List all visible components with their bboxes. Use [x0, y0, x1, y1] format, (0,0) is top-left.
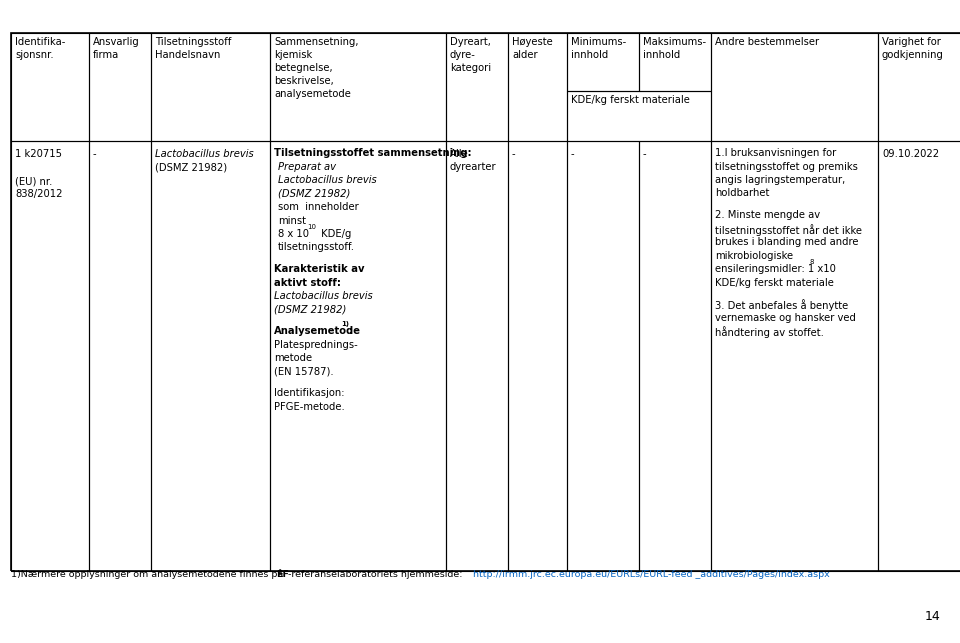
Text: Tilsetningsstoff: Tilsetningsstoff [155, 37, 231, 47]
Text: Preparat av: Preparat av [278, 161, 336, 172]
Bar [567, 141, 639, 571]
Text: Tilsetningsstoffet sammensetning:: Tilsetningsstoffet sammensetning: [274, 148, 471, 158]
Text: kjemisk: kjemisk [274, 50, 312, 60]
Text: 1.I bruksanvisningen for: 1.I bruksanvisningen for [715, 148, 836, 158]
Bar [151, 141, 270, 571]
Bar [711, 141, 878, 571]
Text: alder: alder [512, 50, 538, 60]
Text: 1 k20715: 1 k20715 [15, 149, 62, 159]
Text: Dyreart,: Dyreart, [450, 37, 491, 47]
Text: (DSMZ 21982): (DSMZ 21982) [278, 188, 350, 199]
Text: KDE/kg ferskt materiale: KDE/kg ferskt materiale [571, 95, 690, 105]
Text: firma: firma [93, 50, 119, 60]
Text: (DSMZ 21982): (DSMZ 21982) [155, 163, 228, 172]
Text: 8: 8 [809, 259, 813, 265]
Bar [878, 33, 960, 141]
Text: -: - [571, 149, 575, 159]
Bar [151, 33, 270, 141]
Text: tilsetningsstoffet og premiks: tilsetningsstoffet og premiks [715, 161, 858, 172]
Text: kategori: kategori [450, 63, 492, 73]
Text: PFGE-metode.: PFGE-metode. [274, 402, 345, 412]
Text: http://irmm.jrc.ec.europa.eu/EURLs/EURL-feed _additives/Pages/index.aspx: http://irmm.jrc.ec.europa.eu/EURLs/EURL-… [473, 570, 829, 579]
Text: håndtering av stoffet.: håndtering av stoffet. [715, 326, 824, 338]
Text: -referanselaboratoriets hjemmeside:: -referanselaboratoriets hjemmeside: [288, 570, 466, 579]
Text: 1)Nærmere opplysninger om analysemetodene finnes på: 1)Nærmere opplysninger om analysemetoden… [11, 569, 286, 579]
Bar [270, 33, 446, 141]
Text: Platesprednings-: Platesprednings- [274, 340, 358, 350]
Text: innhold: innhold [571, 50, 609, 60]
Text: Alle: Alle [450, 149, 468, 159]
Bar [639, 33, 711, 91]
Bar [446, 33, 508, 141]
Text: Varighet for: Varighet for [882, 37, 941, 47]
Bar [508, 141, 567, 571]
Text: KDE/g: KDE/g [318, 229, 351, 239]
Text: minst: minst [278, 215, 306, 226]
Text: Andre bestemmelser: Andre bestemmelser [715, 37, 819, 47]
Bar [89, 141, 151, 571]
Text: 09.10.2022: 09.10.2022 [882, 149, 939, 159]
Bar [11, 33, 960, 571]
Bar [446, 141, 508, 571]
Text: sjonsnr.: sjonsnr. [15, 50, 54, 60]
Text: EF: EF [276, 570, 289, 579]
Text: 2. Minste mengde av: 2. Minste mengde av [715, 210, 820, 220]
Bar [11, 141, 89, 571]
Text: aktivt stoff:: aktivt stoff: [274, 278, 341, 287]
Text: Identifikasjon:: Identifikasjon: [274, 388, 345, 398]
Text: Analysemetode: Analysemetode [274, 326, 361, 336]
Bar [567, 91, 711, 141]
Text: holdbarhet: holdbarhet [715, 188, 769, 199]
Text: godkjenning: godkjenning [882, 50, 944, 60]
Text: 1): 1) [341, 322, 349, 327]
Text: mikrobiologiske: mikrobiologiske [715, 251, 793, 260]
Text: metode: metode [274, 353, 312, 363]
Text: 10: 10 [307, 224, 316, 230]
Text: Minimums-: Minimums- [571, 37, 626, 47]
Text: KDE/kg ferskt materiale: KDE/kg ferskt materiale [715, 278, 834, 287]
Text: tilsetningsstoff.: tilsetningsstoff. [278, 242, 355, 253]
Text: Ansvarlig: Ansvarlig [93, 37, 140, 47]
Text: beskrivelse,: beskrivelse, [274, 76, 334, 86]
Bar [508, 33, 567, 141]
Bar [270, 141, 446, 571]
Text: 8 x 10: 8 x 10 [278, 229, 309, 239]
Text: -: - [512, 149, 516, 159]
Text: Identifika-: Identifika- [15, 37, 65, 47]
Text: Lactobacillus brevis: Lactobacillus brevis [155, 149, 253, 159]
Bar [89, 33, 151, 141]
Text: dyre-: dyre- [450, 50, 476, 60]
Bar [711, 33, 878, 141]
Bar [567, 33, 639, 91]
Text: brukes i blanding med andre: brukes i blanding med andre [715, 237, 858, 247]
Text: Maksimums-: Maksimums- [643, 37, 707, 47]
Text: Høyeste: Høyeste [512, 37, 553, 47]
Text: angis lagringstemperatur,: angis lagringstemperatur, [715, 175, 845, 185]
Text: Lactobacillus brevis: Lactobacillus brevis [278, 175, 376, 185]
Text: Sammensetning,: Sammensetning, [274, 37, 358, 47]
Text: (DSMZ 21982): (DSMZ 21982) [274, 305, 347, 314]
Text: (EU) nr.: (EU) nr. [15, 176, 53, 186]
Text: Handelsnavn: Handelsnavn [155, 50, 221, 60]
Text: vernemaske og hansker ved: vernemaske og hansker ved [715, 312, 856, 323]
Text: betegnelse,: betegnelse, [274, 63, 332, 73]
Text: ensileringsmidler: 1 x10: ensileringsmidler: 1 x10 [715, 264, 836, 274]
Text: -: - [93, 149, 97, 159]
Bar [639, 141, 711, 571]
Text: innhold: innhold [643, 50, 681, 60]
Bar [878, 141, 960, 571]
Text: 3. Det anbefales å benytte: 3. Det anbefales å benytte [715, 299, 849, 311]
Text: 838/2012: 838/2012 [15, 190, 62, 199]
Text: Karakteristik av: Karakteristik av [274, 264, 365, 274]
Text: Lactobacillus brevis: Lactobacillus brevis [274, 291, 372, 301]
Text: 14: 14 [924, 610, 940, 623]
Text: som  inneholder: som inneholder [278, 202, 359, 212]
Text: (EN 15787).: (EN 15787). [274, 367, 334, 377]
Text: analysemetode: analysemetode [274, 89, 350, 99]
Bar [11, 33, 89, 141]
Text: tilsetningsstoffet når det ikke: tilsetningsstoffet når det ikke [715, 224, 862, 235]
Text: -: - [643, 149, 647, 159]
Text: dyrearter: dyrearter [450, 163, 496, 172]
Text: :: : [349, 326, 353, 336]
